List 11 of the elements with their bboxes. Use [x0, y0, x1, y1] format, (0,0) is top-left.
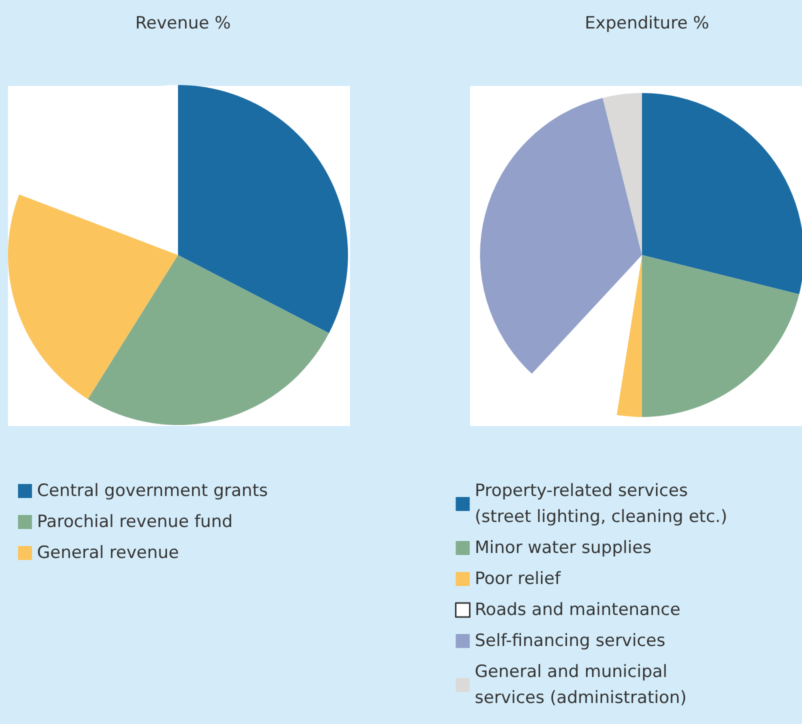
legend-label: Self-financing services [474, 631, 666, 651]
legend-label: Property-related services (street lighting, cleaning etc.) [474, 481, 728, 527]
chart-title: Expenditure % [584, 14, 710, 34]
legend-label: Central government grants [37, 481, 268, 501]
legend-label: General revenue [37, 543, 180, 563]
legend-label: Poor relief [474, 569, 562, 589]
legend-label: General and municipal services (administration) [474, 662, 687, 708]
legend-label: Parochial revenue fund [37, 512, 233, 532]
legend-label: Minor water supplies [474, 538, 652, 558]
legend-label: Roads and maintenance [474, 600, 680, 620]
chart-title: Revenue % [135, 14, 231, 34]
